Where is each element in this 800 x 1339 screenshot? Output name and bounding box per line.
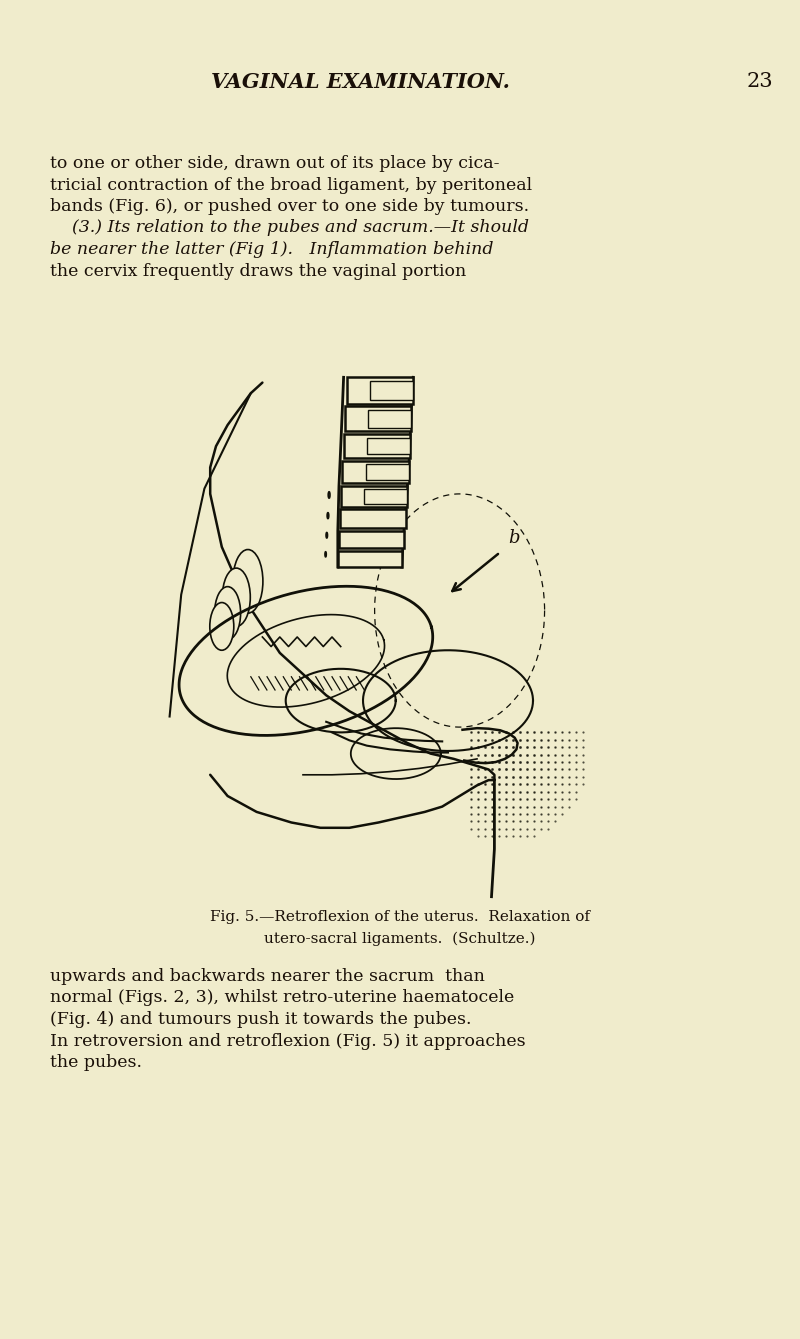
Text: be nearer the latter (Fig 1).   Inflammation behind: be nearer the latter (Fig 1). Inflammati… <box>50 241 494 258</box>
Ellipse shape <box>233 549 263 613</box>
Text: bands (Fig. 6), or pushed over to one side by tumours.: bands (Fig. 6), or pushed over to one si… <box>50 198 529 216</box>
Ellipse shape <box>327 513 329 518</box>
Text: VAGINAL EXAMINATION.: VAGINAL EXAMINATION. <box>210 72 510 92</box>
Bar <box>367 438 410 454</box>
Ellipse shape <box>210 603 234 651</box>
Text: b: b <box>508 529 520 548</box>
Text: the pubes.: the pubes. <box>50 1054 142 1071</box>
Bar <box>339 532 404 549</box>
Bar <box>365 489 407 503</box>
Ellipse shape <box>328 491 330 498</box>
Text: to one or other side, drawn out of its place by cica-: to one or other side, drawn out of its p… <box>50 155 499 171</box>
Text: 23: 23 <box>746 72 774 91</box>
Bar <box>344 434 410 458</box>
Bar <box>368 410 411 427</box>
Bar <box>346 378 413 404</box>
Ellipse shape <box>326 533 327 538</box>
Bar <box>342 461 409 483</box>
Text: utero-sacral ligaments.  (Schultze.): utero-sacral ligaments. (Schultze.) <box>264 932 536 947</box>
Text: upwards and backwards nearer the sacrum  than: upwards and backwards nearer the sacrum … <box>50 968 485 986</box>
Bar <box>370 382 413 400</box>
Ellipse shape <box>325 552 326 557</box>
Bar <box>366 463 409 479</box>
Text: Fig. 5.—Retroflexion of the uterus.  Relaxation of: Fig. 5.—Retroflexion of the uterus. Rela… <box>210 911 590 924</box>
Text: tricial contraction of the broad ligament, by peritoneal: tricial contraction of the broad ligamen… <box>50 177 532 194</box>
Text: (3.) Its relation to the pubes and sacrum.—It should: (3.) Its relation to the pubes and sacru… <box>50 220 529 237</box>
Bar <box>342 486 407 506</box>
Bar <box>340 509 406 529</box>
Text: the cervix frequently draws the vaginal portion: the cervix frequently draws the vaginal … <box>50 262 466 280</box>
Text: normal (Figs. 2, 3), whilst retro-uterine haematocele: normal (Figs. 2, 3), whilst retro-uterin… <box>50 990 514 1007</box>
Bar <box>338 552 402 566</box>
Ellipse shape <box>214 586 241 640</box>
Bar <box>345 407 411 431</box>
Ellipse shape <box>222 568 250 627</box>
Text: (Fig. 4) and tumours push it towards the pubes.: (Fig. 4) and tumours push it towards the… <box>50 1011 471 1028</box>
Text: In retroversion and retroflexion (Fig. 5) it approaches: In retroversion and retroflexion (Fig. 5… <box>50 1032 526 1050</box>
